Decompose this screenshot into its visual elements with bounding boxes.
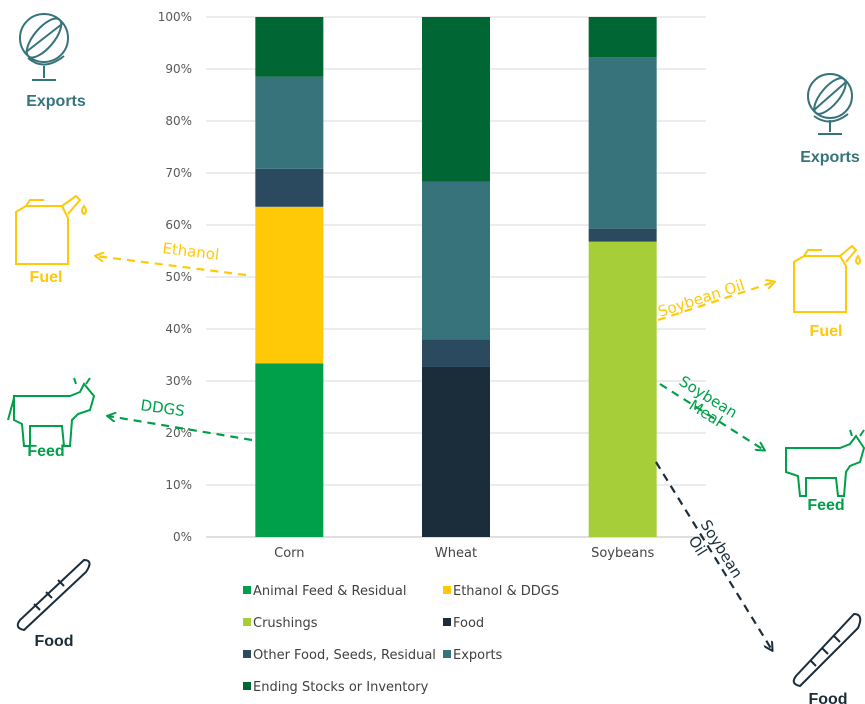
cow-icon: [785, 429, 865, 497]
bread-icon: [16, 558, 91, 632]
food-label-right: Food: [808, 691, 847, 704]
ethanol-flow-label: Ethanol: [162, 239, 221, 264]
feed-label-right: Feed: [807, 497, 844, 514]
legend-swatch: [443, 586, 451, 594]
bar-segment: [588, 57, 657, 229]
bar-segment: [422, 339, 490, 367]
legend-swatch: [443, 650, 451, 658]
legend-item: Crushings: [243, 616, 318, 631]
legend-swatch: [443, 618, 451, 626]
food-label-left: Food: [34, 633, 73, 650]
legend-label: Food: [453, 616, 484, 631]
legend-item: Other Food, Seeds, Residual: [243, 648, 436, 663]
y-tick-label: 20%: [165, 426, 192, 440]
bar-segment: [255, 363, 324, 537]
bar-segment: [255, 168, 324, 207]
legend-label: Ethanol & DDGS: [453, 584, 559, 599]
fuel-label-right: Fuel: [810, 323, 843, 340]
globe-icon: [807, 73, 853, 135]
bar-segment: [255, 76, 324, 169]
bread-icon: [792, 612, 862, 688]
bar-segment: [588, 17, 657, 58]
soybean-oil-fuel-label: Soybean Oil: [656, 276, 747, 321]
y-tick-label: 30%: [165, 374, 192, 388]
y-tick-label: 60%: [165, 218, 192, 232]
bar-segment: [422, 17, 490, 182]
exports-label-right: Exports: [800, 149, 860, 166]
legend-item: Ending Stocks or Inventory: [243, 680, 429, 695]
legend-swatch: [243, 618, 251, 626]
y-axis-ticks: 0% 10% 20% 30% 40% 50% 60% 70% 80% 90% 100%: [158, 10, 192, 544]
legend-swatch: [243, 586, 251, 594]
soybean-oil-fuel-arrow: [657, 282, 774, 322]
bar-segment: [255, 206, 324, 364]
legend-swatch: [243, 682, 251, 690]
y-tick-label: 50%: [165, 270, 192, 284]
legend-swatch: [243, 650, 251, 658]
bar-segment: [588, 228, 657, 242]
y-tick-label: 0%: [173, 530, 192, 544]
legend-item: Ethanol & DDGS: [443, 584, 559, 599]
globe-icon: [19, 13, 69, 81]
fuel-can-icon: [793, 244, 861, 313]
bar-segment: [422, 366, 490, 537]
fuel-can-icon: [15, 194, 87, 265]
legend: Animal Feed & Residual Ethanol & DDGS Crus…: [243, 584, 559, 695]
ethanol-flow-arrow: [96, 256, 247, 277]
y-tick-label: 90%: [165, 62, 192, 76]
x-category-label: Soybeans: [591, 546, 654, 561]
y-tick-label: 80%: [165, 114, 192, 128]
y-tick-label: 40%: [165, 322, 192, 336]
soybean-oil-food-arrow: [655, 461, 772, 650]
cow-icon: [7, 377, 96, 447]
legend-label: Animal Feed & Residual: [253, 584, 406, 599]
soybean-meal-arrow: [659, 383, 764, 450]
legend-item: Food: [443, 616, 484, 631]
y-tick-label: 10%: [165, 478, 192, 492]
x-category-label: Corn: [274, 546, 304, 561]
bar-segment: [588, 241, 657, 537]
stacked-bars: [255, 17, 657, 537]
fuel-label-left: Fuel: [30, 269, 63, 286]
y-tick-label: 100%: [158, 10, 192, 24]
bar-segment: [422, 181, 490, 340]
legend-label: Other Food, Seeds, Residual: [253, 648, 436, 663]
legend-label: Ending Stocks or Inventory: [253, 680, 429, 695]
legend-label: Crushings: [253, 616, 318, 631]
ddgs-flow-arrow: [108, 416, 253, 442]
bar-segment: [255, 17, 324, 77]
legend-label: Exports: [453, 648, 503, 663]
legend-item: Exports: [443, 648, 503, 663]
x-category-label: Wheat: [435, 546, 477, 561]
x-axis-categories: Corn Wheat Soybeans: [274, 546, 654, 561]
legend-item: Animal Feed & Residual: [243, 584, 406, 599]
exports-label-left: Exports: [26, 93, 86, 110]
feed-label-left: Feed: [27, 443, 64, 460]
ddgs-flow-label: DDGS: [139, 396, 185, 420]
y-tick-label: 70%: [165, 166, 192, 180]
